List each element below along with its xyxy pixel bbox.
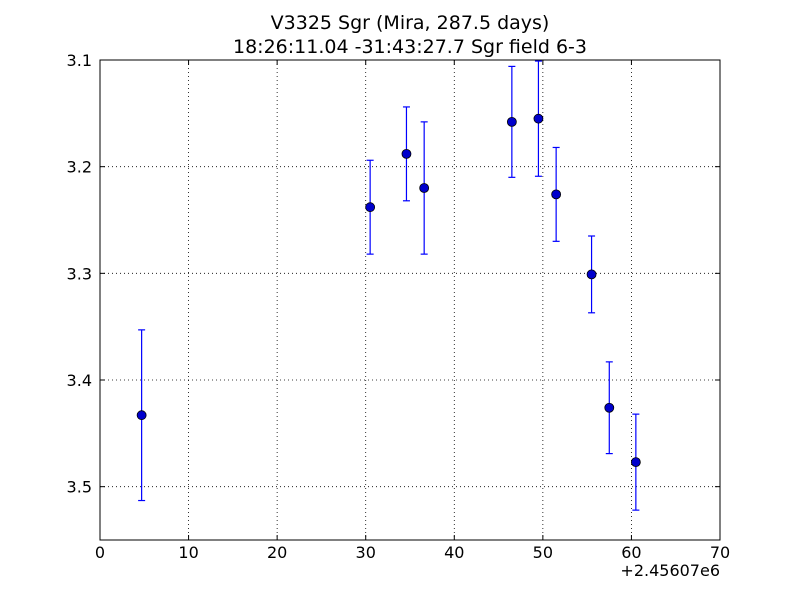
x-tick-label: 50	[533, 543, 553, 562]
y-tick-label: 3.4	[67, 371, 92, 390]
x-tick-label: 20	[267, 543, 287, 562]
data-point	[533, 113, 544, 124]
chart-subtitle: 18:26:11.04 -31:43:27.7 Sgr field 6-3	[233, 36, 587, 58]
axis-ticks: 0 10 20 30 40 50 60 70 3.1 3.2 3.3 3.4 3.5	[67, 51, 731, 562]
data-point	[506, 116, 517, 127]
data-point-group	[630, 413, 641, 511]
data-point-group	[506, 65, 517, 178]
data-point	[365, 202, 376, 213]
chart-title: V3325 Sgr (Mira, 287.5 days)	[271, 12, 550, 34]
data-point-group	[533, 60, 544, 177]
data-point	[586, 269, 597, 280]
data-point-group	[419, 121, 430, 255]
data-point-group	[586, 235, 597, 314]
data-point	[604, 402, 615, 413]
data-point-group	[604, 361, 615, 455]
plot-frame	[99, 59, 721, 541]
data-point	[551, 189, 562, 200]
y-tick-label: 3.5	[67, 478, 92, 497]
data-point-group	[401, 106, 412, 202]
y-tick-label: 3.1	[67, 51, 92, 70]
data-point-group	[365, 159, 376, 255]
data-point	[419, 183, 430, 193]
data-point-group	[551, 146, 562, 242]
x-tick-label: 70	[710, 543, 730, 562]
x-tick-label: 60	[621, 543, 641, 562]
x-tick-label: 0	[95, 543, 105, 562]
y-tick-label: 3.3	[67, 264, 92, 283]
x-offset-label: +2.45607e6	[620, 561, 720, 580]
x-tick-label: 40	[444, 543, 464, 562]
data-point-group	[136, 329, 147, 502]
y-tick-label: 3.2	[67, 158, 92, 177]
data-point	[401, 148, 412, 159]
x-tick-label: 30	[356, 543, 376, 562]
data-series	[136, 60, 641, 511]
data-point	[136, 410, 147, 421]
x-tick-label: 10	[178, 543, 198, 562]
data-point	[630, 457, 641, 468]
grid-lines	[100, 60, 720, 540]
